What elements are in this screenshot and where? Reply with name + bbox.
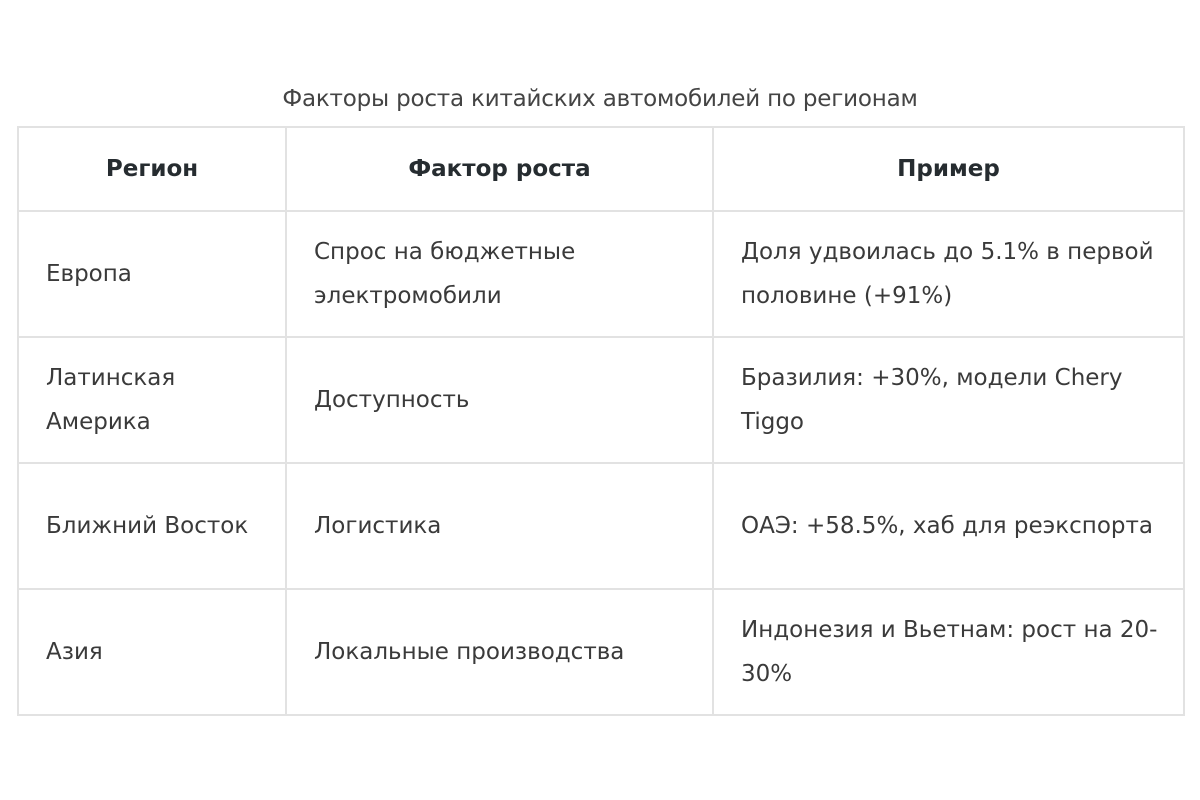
header-factor: Фактор роста (285, 126, 714, 212)
cell-region: Латинская Америка (17, 336, 287, 464)
cell-example: Индонезия и Вьетнам: рост на 20-30% (712, 588, 1185, 716)
cell-factor: Логистика (285, 462, 714, 590)
header-region: Регион (17, 126, 287, 212)
header-example: Пример (712, 126, 1185, 212)
table-row: Ближний Восток Логистика ОАЭ: +58.5%, ха… (17, 462, 1185, 590)
table-caption: Факторы роста китайских автомобилей по р… (282, 86, 918, 112)
table-row: Латинская Америка Доступность Бразилия: … (17, 336, 1185, 464)
cell-factor: Локальные производства (285, 588, 714, 716)
table-header-row: Регион Фактор роста Пример (17, 126, 1185, 212)
cell-factor: Спрос на бюджетные электромобили (285, 210, 714, 338)
cell-example: Бразилия: +30%, модели Chery Tiggo (712, 336, 1185, 464)
cell-example: ОАЭ: +58.5%, хаб для реэкспорта (712, 462, 1185, 590)
cell-region: Ближний Восток (17, 462, 287, 590)
cell-factor: Доступность (285, 336, 714, 464)
cell-example: Доля удвоилась до 5.1% в первой половине… (712, 210, 1185, 338)
table-row: Европа Спрос на бюджетные электромобили … (17, 210, 1185, 338)
cell-region: Азия (17, 588, 287, 716)
growth-factors-table: Регион Фактор роста Пример Европа Спрос … (17, 126, 1185, 716)
table-row: Азия Локальные производства Индонезия и … (17, 588, 1185, 716)
cell-region: Европа (17, 210, 287, 338)
